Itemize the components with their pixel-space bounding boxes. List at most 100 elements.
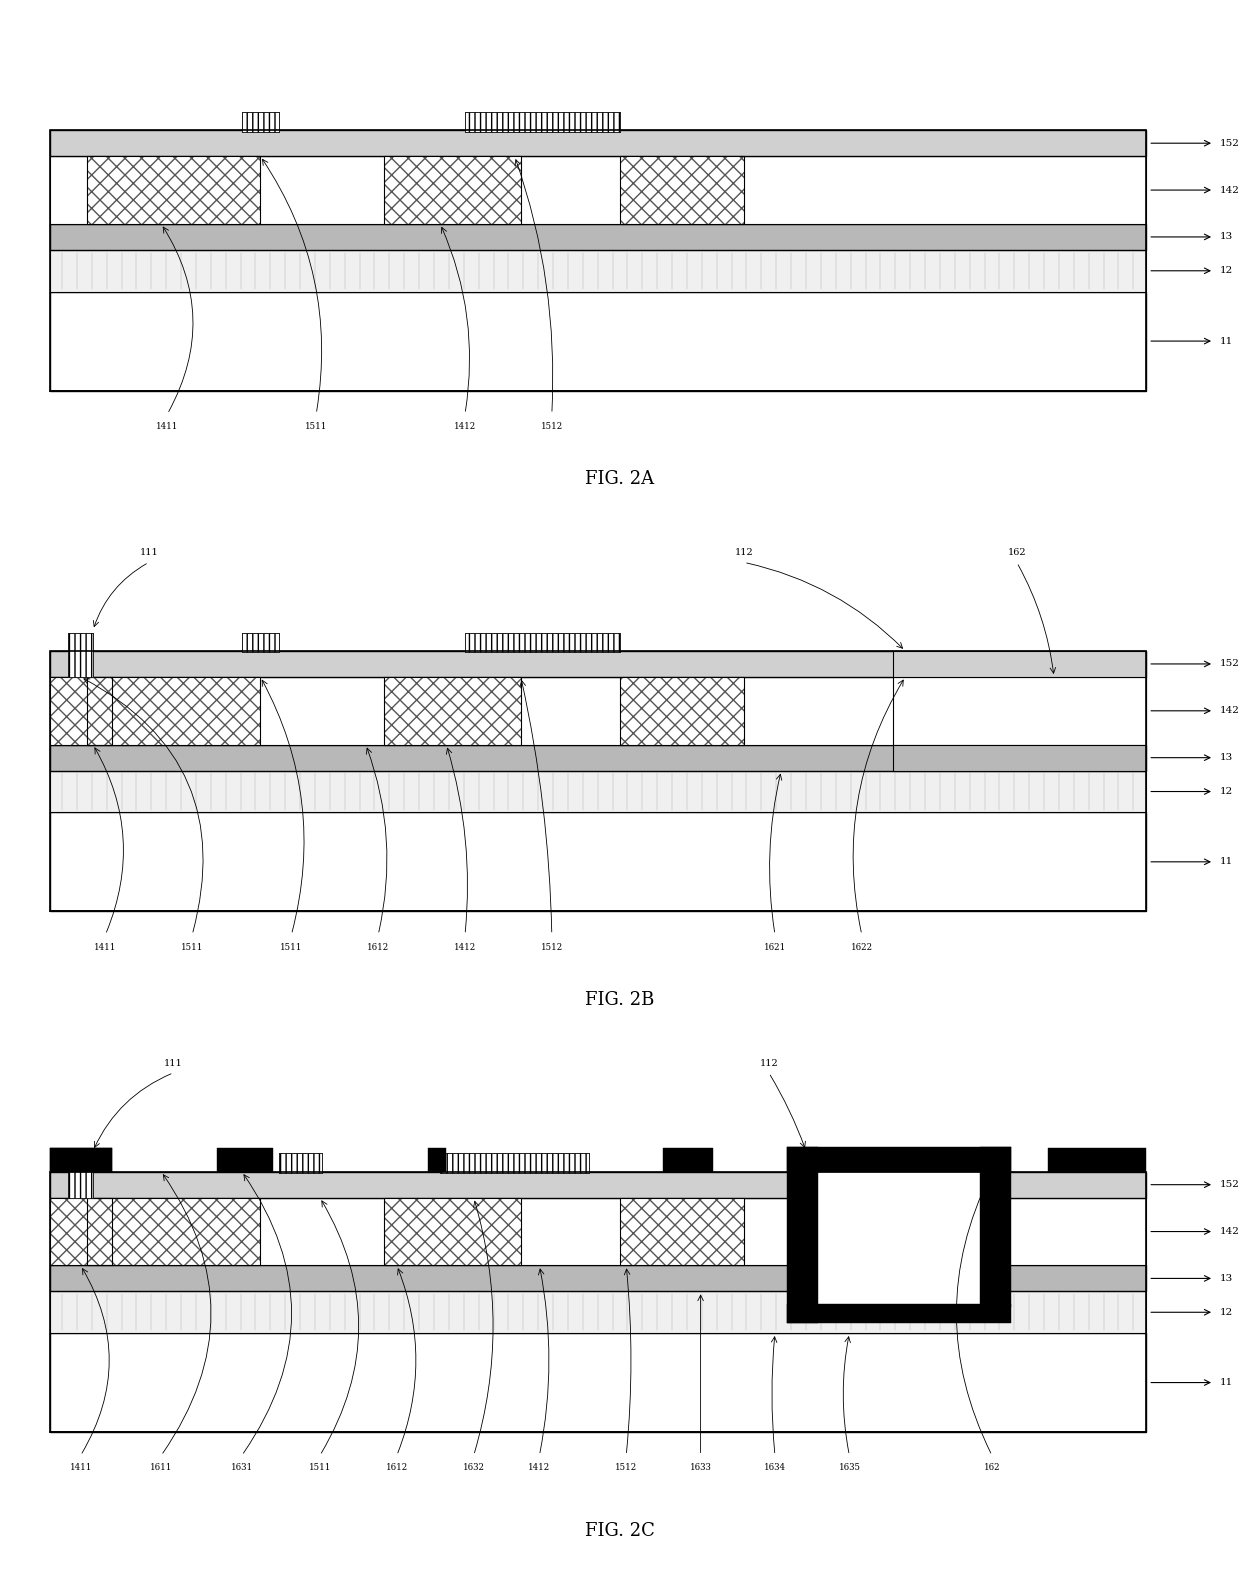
Bar xyxy=(50,1149,112,1171)
Text: 162: 162 xyxy=(983,1463,1001,1472)
Text: 142: 142 xyxy=(1220,1228,1240,1236)
Bar xyxy=(50,249,1146,292)
Bar xyxy=(50,1333,1146,1433)
Text: 1635: 1635 xyxy=(838,1463,861,1472)
Text: FIG. 2A: FIG. 2A xyxy=(585,470,655,488)
Bar xyxy=(818,1171,980,1305)
Text: 1634: 1634 xyxy=(764,1463,786,1472)
Bar xyxy=(87,677,260,745)
Text: 152: 152 xyxy=(1220,660,1240,669)
Bar xyxy=(50,1198,112,1266)
Bar xyxy=(50,770,1146,813)
Bar xyxy=(217,1149,273,1171)
Bar xyxy=(384,1198,521,1266)
Bar xyxy=(50,652,1146,912)
Bar xyxy=(980,1147,1011,1307)
Text: 11: 11 xyxy=(1220,857,1234,866)
Bar xyxy=(440,1154,589,1172)
Bar xyxy=(384,677,521,745)
Text: 111: 111 xyxy=(164,1059,184,1068)
Text: 1411: 1411 xyxy=(156,421,179,431)
Text: 142: 142 xyxy=(1220,707,1240,715)
Text: 111: 111 xyxy=(139,548,159,557)
Bar xyxy=(893,745,1146,770)
Text: 13: 13 xyxy=(1220,1273,1234,1283)
Bar xyxy=(242,112,279,131)
Bar xyxy=(242,633,279,652)
Bar xyxy=(893,677,1146,745)
Text: 1512: 1512 xyxy=(615,1463,637,1472)
Text: FIG. 2C: FIG. 2C xyxy=(585,1521,655,1540)
Bar xyxy=(50,1291,1146,1333)
Bar xyxy=(440,1154,589,1172)
Text: 162: 162 xyxy=(1007,548,1027,557)
Bar xyxy=(50,745,1146,770)
Bar xyxy=(50,650,1146,677)
Text: 112: 112 xyxy=(759,1059,779,1068)
Text: 1412: 1412 xyxy=(528,1463,551,1472)
Text: 142: 142 xyxy=(1220,186,1240,194)
Text: 12: 12 xyxy=(1220,787,1234,795)
Text: 1633: 1633 xyxy=(689,1463,712,1472)
Bar xyxy=(279,1154,322,1172)
Bar xyxy=(68,1154,93,1198)
Text: 13: 13 xyxy=(1220,232,1234,241)
Bar xyxy=(787,1147,818,1322)
Text: 12: 12 xyxy=(1220,267,1234,275)
Bar xyxy=(620,677,744,745)
Bar xyxy=(620,1198,744,1266)
Bar xyxy=(384,156,521,224)
Text: 1511: 1511 xyxy=(305,421,327,431)
Bar xyxy=(620,156,744,224)
Bar xyxy=(620,156,744,224)
Bar xyxy=(50,224,1146,249)
Bar xyxy=(50,292,1146,391)
Text: 1412: 1412 xyxy=(454,942,476,952)
Bar xyxy=(50,131,1146,156)
Bar xyxy=(50,1266,1146,1291)
Bar xyxy=(893,650,1146,677)
Text: 1512: 1512 xyxy=(541,421,563,431)
Bar xyxy=(50,677,112,745)
Bar xyxy=(384,677,521,745)
Text: 11: 11 xyxy=(1220,1378,1234,1387)
Text: 1512: 1512 xyxy=(541,942,563,952)
Bar xyxy=(50,1149,112,1171)
Bar xyxy=(1048,1149,1146,1171)
Bar xyxy=(465,633,620,652)
Text: 1612: 1612 xyxy=(367,942,389,952)
Bar xyxy=(242,112,279,131)
Text: 152: 152 xyxy=(1220,1180,1240,1190)
Text: 11: 11 xyxy=(1220,336,1234,346)
Bar xyxy=(620,1198,744,1266)
Bar xyxy=(663,1149,713,1171)
Text: 1412: 1412 xyxy=(454,421,476,431)
Text: 1621: 1621 xyxy=(764,942,786,952)
Bar xyxy=(50,131,1146,391)
Bar xyxy=(279,1154,322,1172)
Bar xyxy=(50,1171,1146,1433)
Bar xyxy=(87,1198,260,1266)
Bar xyxy=(384,156,521,224)
Text: 1511: 1511 xyxy=(309,1463,331,1472)
Text: 1611: 1611 xyxy=(150,1463,172,1472)
Text: 12: 12 xyxy=(1220,1308,1234,1316)
Bar xyxy=(50,1198,112,1266)
Text: FIG. 2B: FIG. 2B xyxy=(585,991,655,1008)
Bar xyxy=(68,633,93,677)
Bar xyxy=(50,677,112,745)
Bar xyxy=(87,156,260,224)
Bar xyxy=(620,677,744,745)
Bar xyxy=(50,1171,1146,1198)
Bar xyxy=(50,677,1146,745)
Bar xyxy=(50,813,1146,912)
Bar xyxy=(68,633,93,677)
Text: 1411: 1411 xyxy=(69,1463,92,1472)
Text: 1631: 1631 xyxy=(231,1463,253,1472)
Bar xyxy=(465,633,620,652)
Text: 13: 13 xyxy=(1220,753,1234,762)
Bar xyxy=(787,1305,1011,1322)
Text: 1632: 1632 xyxy=(463,1463,485,1472)
Text: 1511: 1511 xyxy=(280,942,303,952)
Bar xyxy=(787,1147,1011,1171)
